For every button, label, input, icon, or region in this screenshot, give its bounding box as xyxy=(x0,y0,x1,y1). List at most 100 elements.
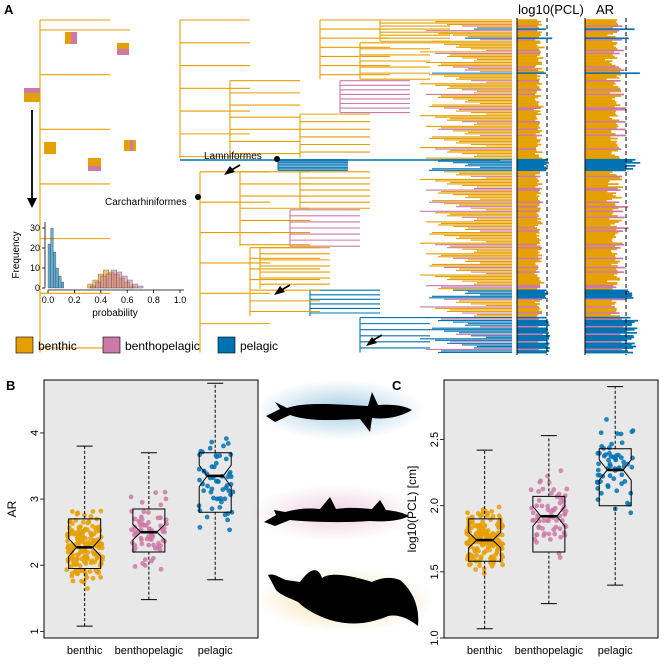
data-point xyxy=(211,495,216,501)
data-point xyxy=(65,531,71,537)
pcl-bar xyxy=(517,351,548,354)
data-point xyxy=(490,561,496,566)
data-point xyxy=(209,506,215,512)
data-point xyxy=(534,503,540,509)
ar-bar xyxy=(585,92,611,94)
ar-bar xyxy=(585,318,622,321)
ar-bar xyxy=(585,155,620,158)
inset-ylabel: Frequency xyxy=(11,231,22,278)
inset-xtick-label: 0.4 xyxy=(95,295,108,305)
data-point xyxy=(551,487,557,493)
ar-bar xyxy=(585,139,611,141)
pcl-bar xyxy=(517,46,545,49)
data-point xyxy=(557,555,563,560)
data-point xyxy=(132,529,138,535)
pcl-bar xyxy=(517,86,540,88)
data-point xyxy=(141,509,147,515)
pcl-bar xyxy=(517,207,541,210)
ar-bar xyxy=(585,213,613,216)
pcl-bar xyxy=(517,325,539,328)
ar-bar xyxy=(585,108,627,111)
ar-bar xyxy=(585,205,629,208)
pcl-bar xyxy=(517,22,539,24)
data-point xyxy=(225,474,231,480)
ar-bar xyxy=(585,149,618,152)
pcl-bar xyxy=(517,116,537,119)
ar-bar xyxy=(585,298,626,301)
data-point xyxy=(485,544,491,550)
data-point xyxy=(475,524,481,530)
data-point xyxy=(599,443,605,449)
data-point xyxy=(598,490,604,496)
ar-bar xyxy=(585,131,612,134)
pcl-bar xyxy=(517,175,541,178)
pcl-bar xyxy=(517,312,543,314)
pcl-bar xyxy=(517,253,539,255)
pcl-bar xyxy=(517,272,535,275)
node-carcharhiniformes xyxy=(195,194,201,200)
ytick-label: 3 xyxy=(29,496,41,502)
ar-bar xyxy=(585,196,622,199)
ar-bar xyxy=(585,300,612,302)
pcl-bar xyxy=(517,192,541,195)
pcl-bar xyxy=(517,181,538,184)
ar-bar xyxy=(585,38,622,41)
ytick-label: 4 xyxy=(29,430,41,436)
state-box xyxy=(44,142,56,154)
data-point xyxy=(140,561,145,566)
legend-item-benthic: benthic xyxy=(15,336,77,354)
data-point xyxy=(536,498,542,503)
data-point xyxy=(138,523,144,529)
pcl-bar xyxy=(517,63,542,65)
box-pelagic xyxy=(196,382,236,581)
pcl-bar xyxy=(517,131,540,134)
pcl-bar xyxy=(517,105,544,108)
ar-bar xyxy=(585,168,634,170)
pcl-bar xyxy=(517,331,549,334)
inset-xtick-label: 0.0 xyxy=(42,295,55,305)
pcl-bar xyxy=(517,45,538,47)
ytick-label: 2.0 xyxy=(429,498,441,513)
pcl-bar xyxy=(517,195,540,198)
data-point xyxy=(221,443,226,449)
category-label: benthopelagic xyxy=(515,645,584,657)
ar-bar xyxy=(585,319,638,322)
data-point xyxy=(98,541,104,547)
pcl-bar xyxy=(517,99,536,102)
data-point xyxy=(613,453,619,458)
data-point xyxy=(88,514,94,519)
ar-bar xyxy=(585,172,610,175)
pcl-bar xyxy=(517,347,550,349)
ar-bar xyxy=(585,125,619,128)
pcl-bar xyxy=(517,20,542,23)
ar-bar xyxy=(585,246,621,249)
benthopelagic-shark-icon xyxy=(264,497,409,526)
data-point xyxy=(532,537,538,542)
data-point xyxy=(222,512,228,518)
pcl-bar xyxy=(517,93,536,96)
data-point xyxy=(163,496,169,502)
pcl-bar xyxy=(517,196,539,199)
pcl-bar xyxy=(517,40,541,43)
data-point xyxy=(498,525,504,531)
data-point xyxy=(492,541,498,547)
pcl-bar xyxy=(517,336,550,339)
pcl-bar xyxy=(517,259,540,261)
ar-bar xyxy=(585,107,627,110)
pcl-bar xyxy=(517,263,536,266)
pcl-bar xyxy=(517,171,540,173)
pcl-bar xyxy=(517,96,539,99)
ar-bar xyxy=(585,333,621,336)
data-point xyxy=(594,479,600,485)
data-point xyxy=(484,533,490,539)
pcl-bar xyxy=(517,158,548,161)
pcl-bar xyxy=(517,322,549,325)
ar-bar xyxy=(585,55,615,58)
ar-bar xyxy=(585,28,635,31)
clade-arrow xyxy=(274,284,291,295)
ytick-label: 2.5 xyxy=(429,432,441,447)
data-point xyxy=(196,466,202,472)
data-point xyxy=(474,553,480,558)
